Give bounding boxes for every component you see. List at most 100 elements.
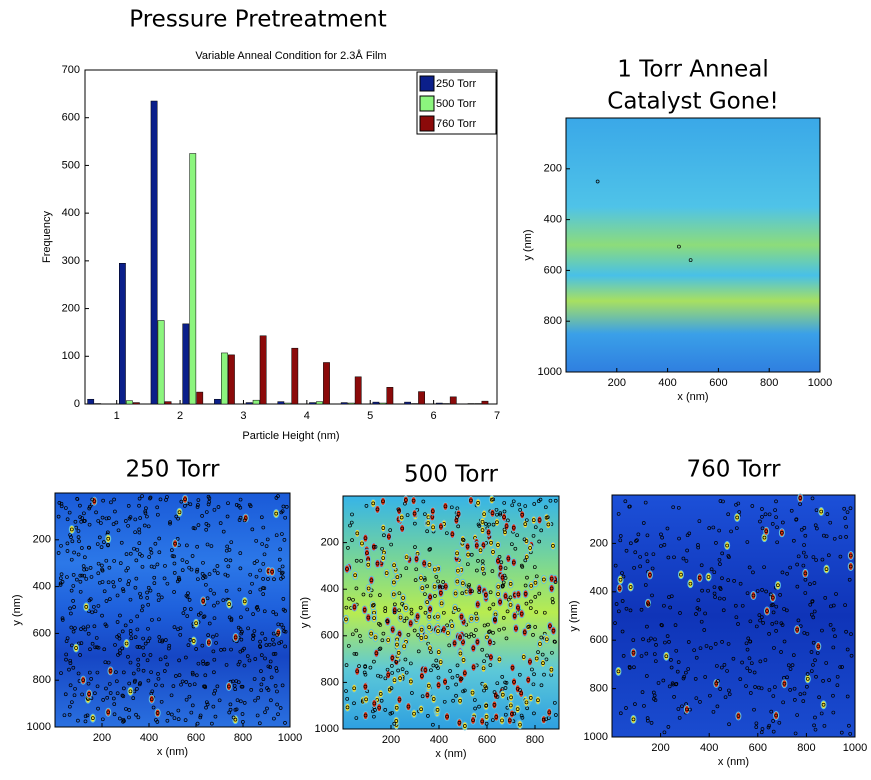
particle-marker — [406, 633, 411, 637]
particle-marker — [595, 179, 600, 184]
particle-marker — [83, 555, 87, 560]
particle-marker — [379, 698, 384, 703]
particle-marker — [708, 693, 712, 698]
particle-marker — [481, 543, 486, 548]
particle-marker — [534, 610, 539, 614]
x-tick-label: 400 — [658, 377, 676, 389]
particle-marker — [775, 540, 780, 545]
particle-marker — [460, 581, 465, 586]
particle-marker — [69, 588, 74, 593]
particle-marker — [685, 533, 690, 538]
particle-marker — [409, 611, 414, 616]
particle-marker — [727, 688, 731, 693]
particle-marker — [666, 555, 671, 560]
particle-marker — [195, 569, 199, 574]
particle-marker — [774, 620, 779, 625]
particle-marker — [504, 524, 509, 528]
particle-marker — [803, 577, 808, 582]
particle-marker — [269, 698, 273, 703]
particle-marker — [186, 591, 190, 596]
particle-marker — [96, 519, 101, 523]
particle-marker — [249, 688, 254, 692]
y-tick-label: 200 — [590, 537, 608, 549]
particle-marker — [711, 525, 716, 530]
particle-marker — [221, 529, 226, 534]
x-tick-label: 5 — [367, 410, 373, 422]
particle-marker — [425, 600, 430, 605]
particle-marker — [688, 258, 693, 262]
particle-marker — [631, 717, 636, 722]
particle-marker — [779, 650, 783, 654]
particle-marker — [274, 511, 279, 516]
particle-marker — [480, 559, 485, 564]
particle-marker — [788, 688, 792, 692]
x-tick-label: 200 — [608, 377, 626, 389]
particle-marker — [404, 616, 409, 621]
particle-marker — [495, 520, 499, 525]
particle-marker — [763, 658, 768, 662]
particle-marker — [377, 705, 382, 710]
particle-marker — [467, 634, 471, 639]
particle — [734, 512, 741, 522]
particle-marker — [499, 560, 504, 565]
particle-marker — [770, 522, 775, 526]
particle-marker — [740, 603, 745, 608]
bar — [404, 401, 412, 405]
particle-marker — [346, 546, 350, 550]
particle-marker — [703, 611, 707, 616]
particle-marker — [274, 666, 279, 670]
particle-marker — [156, 598, 161, 603]
particle-marker — [263, 656, 267, 661]
particle-marker — [160, 683, 165, 688]
particle-marker — [107, 565, 112, 570]
particle — [368, 629, 375, 639]
particle-marker — [262, 586, 267, 591]
y-tick-label: 600 — [321, 630, 339, 642]
particle-marker — [782, 607, 786, 611]
y-tick-label: 400 — [33, 581, 51, 593]
particle — [452, 589, 459, 599]
particle-marker — [413, 521, 417, 526]
bar — [347, 402, 355, 405]
particle-marker — [77, 641, 81, 646]
y-axis-label: y (nm) — [568, 600, 580, 631]
particle-marker — [645, 533, 650, 538]
particle-marker — [772, 646, 776, 650]
particle-marker — [677, 715, 682, 720]
particle-marker — [136, 663, 141, 667]
particle-marker — [518, 688, 522, 692]
particle — [437, 657, 444, 667]
particle-marker — [236, 662, 241, 667]
particle-marker — [688, 707, 692, 712]
particle-marker — [189, 567, 194, 572]
particle-marker — [532, 711, 536, 716]
particle — [488, 538, 495, 548]
particle-marker — [821, 679, 825, 683]
particle — [724, 541, 731, 551]
particle-marker — [93, 609, 98, 614]
particle-marker — [212, 616, 217, 621]
particle-marker — [352, 686, 357, 691]
particle-marker — [754, 721, 759, 726]
particle-marker — [163, 638, 168, 642]
particle-marker — [272, 642, 276, 647]
particle-marker — [251, 633, 255, 638]
particle-marker — [427, 563, 432, 567]
particle-marker — [751, 593, 756, 598]
particle-marker — [148, 547, 153, 551]
particle-marker — [392, 580, 396, 585]
particle-marker — [114, 670, 118, 675]
particle-marker — [265, 537, 270, 542]
particle-marker — [621, 574, 626, 579]
particle-marker — [459, 676, 464, 681]
particle-marker — [71, 665, 76, 670]
particle-marker — [76, 552, 81, 557]
y-tick-label: 0 — [74, 398, 80, 410]
particle-marker — [162, 576, 167, 581]
particle-marker — [756, 685, 761, 690]
particle-marker — [731, 656, 736, 661]
particle-marker — [212, 603, 216, 608]
particle — [391, 560, 398, 570]
particle-marker — [73, 626, 77, 630]
particle-marker — [93, 691, 97, 696]
